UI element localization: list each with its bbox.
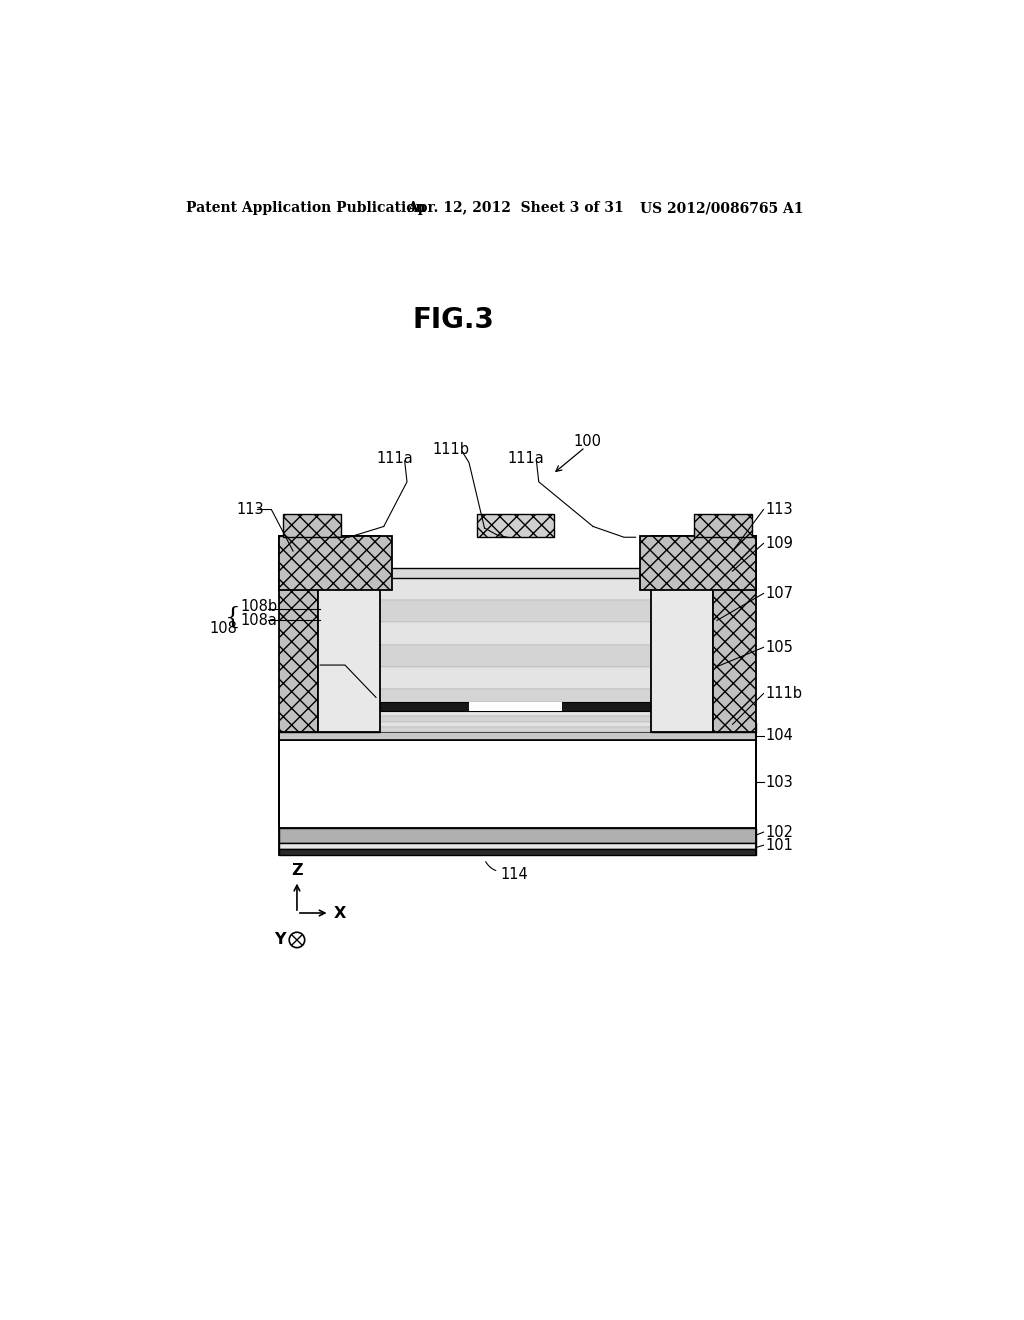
Text: 113: 113 — [766, 502, 794, 517]
Bar — [380, 722, 651, 727]
Bar — [280, 849, 756, 855]
Bar — [380, 711, 651, 717]
Text: Z: Z — [291, 863, 303, 878]
Text: 108a: 108a — [241, 612, 278, 628]
Text: 114: 114 — [500, 867, 527, 882]
Bar — [477, 513, 554, 537]
Text: US 2012/0086765 A1: US 2012/0086765 A1 — [640, 202, 803, 215]
Text: 106: 106 — [299, 657, 327, 673]
Text: 111b: 111b — [766, 686, 803, 701]
Bar — [380, 667, 651, 689]
Text: Y: Y — [274, 932, 286, 948]
Text: 102: 102 — [766, 825, 794, 840]
Bar — [651, 723, 756, 733]
Text: 103: 103 — [766, 775, 794, 789]
Bar — [283, 513, 341, 537]
Bar — [280, 828, 756, 843]
Text: 111b: 111b — [432, 442, 470, 457]
Bar — [280, 723, 380, 733]
Bar — [380, 601, 651, 623]
Text: 113: 113 — [237, 502, 264, 517]
Text: 104: 104 — [766, 729, 794, 743]
Bar — [380, 578, 651, 601]
Text: Apr. 12, 2012  Sheet 3 of 31: Apr. 12, 2012 Sheet 3 of 31 — [407, 202, 624, 215]
Bar — [380, 578, 651, 733]
Bar — [280, 739, 756, 828]
Text: 100: 100 — [573, 434, 602, 449]
Bar — [317, 536, 380, 733]
Bar — [380, 727, 651, 733]
Bar — [469, 702, 562, 711]
Bar — [380, 689, 651, 711]
Bar — [640, 536, 756, 590]
Bar — [380, 702, 651, 711]
Bar — [693, 513, 752, 537]
Bar — [380, 623, 651, 644]
Bar — [380, 644, 651, 667]
Text: 109: 109 — [766, 536, 794, 550]
Text: 108: 108 — [209, 620, 238, 636]
Bar — [380, 717, 651, 722]
Bar — [280, 536, 317, 733]
Text: {: { — [224, 606, 241, 628]
Bar — [317, 568, 713, 578]
Bar — [651, 536, 713, 733]
Bar — [713, 536, 756, 733]
Text: 107: 107 — [766, 586, 794, 601]
Text: 105: 105 — [766, 640, 794, 655]
Text: 111a: 111a — [508, 451, 545, 466]
Text: FIG.3: FIG.3 — [413, 306, 495, 334]
Bar — [280, 733, 756, 739]
Text: Patent Application Publication: Patent Application Publication — [186, 202, 426, 215]
Bar — [280, 843, 756, 849]
Text: 101: 101 — [766, 838, 794, 853]
Bar — [280, 536, 391, 590]
Text: X: X — [334, 906, 346, 920]
Text: 111a: 111a — [376, 451, 413, 466]
Text: 108b: 108b — [241, 599, 278, 614]
